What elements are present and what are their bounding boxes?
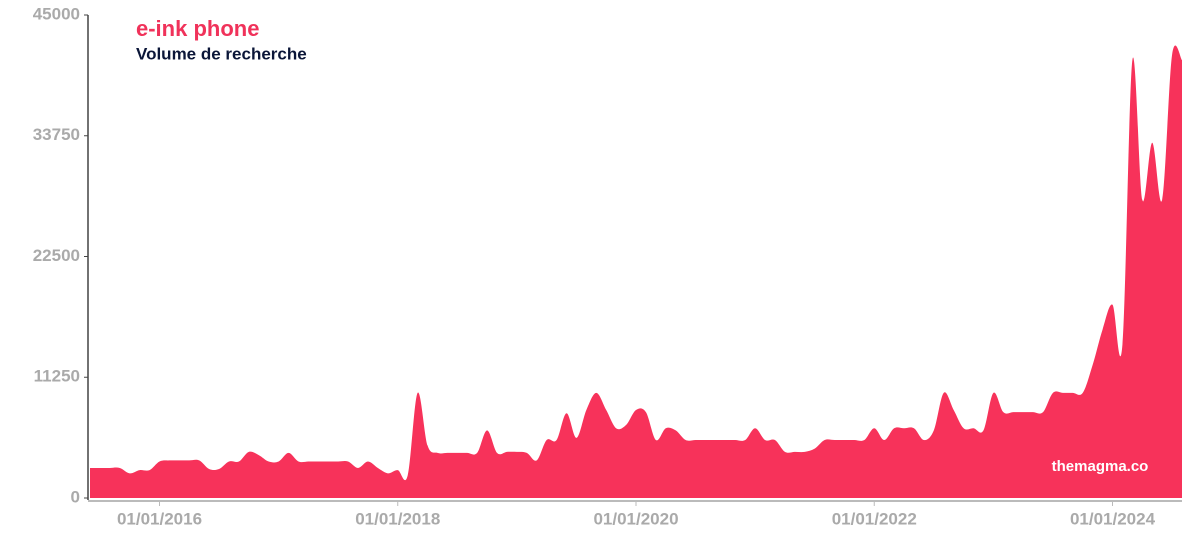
x-tick-label: 01/01/2018 bbox=[355, 509, 440, 528]
watermark: themagma.co bbox=[1052, 458, 1149, 475]
chart-title: e-ink phone bbox=[136, 16, 259, 41]
chart-subtitle: Volume de recherche bbox=[136, 44, 307, 63]
y-tick-label: 45000 bbox=[33, 4, 80, 23]
x-tick-label: 01/01/2016 bbox=[117, 509, 202, 528]
x-tick-label: 01/01/2020 bbox=[593, 509, 678, 528]
x-tick-label: 01/01/2024 bbox=[1070, 509, 1156, 528]
x-tick-label: 01/01/2022 bbox=[832, 509, 917, 528]
y-tick-label: 0 bbox=[71, 487, 80, 506]
y-tick-label: 22500 bbox=[33, 246, 80, 265]
area bbox=[90, 45, 1182, 499]
y-tick-label: 11250 bbox=[34, 367, 80, 386]
plot-area bbox=[90, 45, 1182, 499]
y-tick-label: 33750 bbox=[33, 125, 80, 144]
